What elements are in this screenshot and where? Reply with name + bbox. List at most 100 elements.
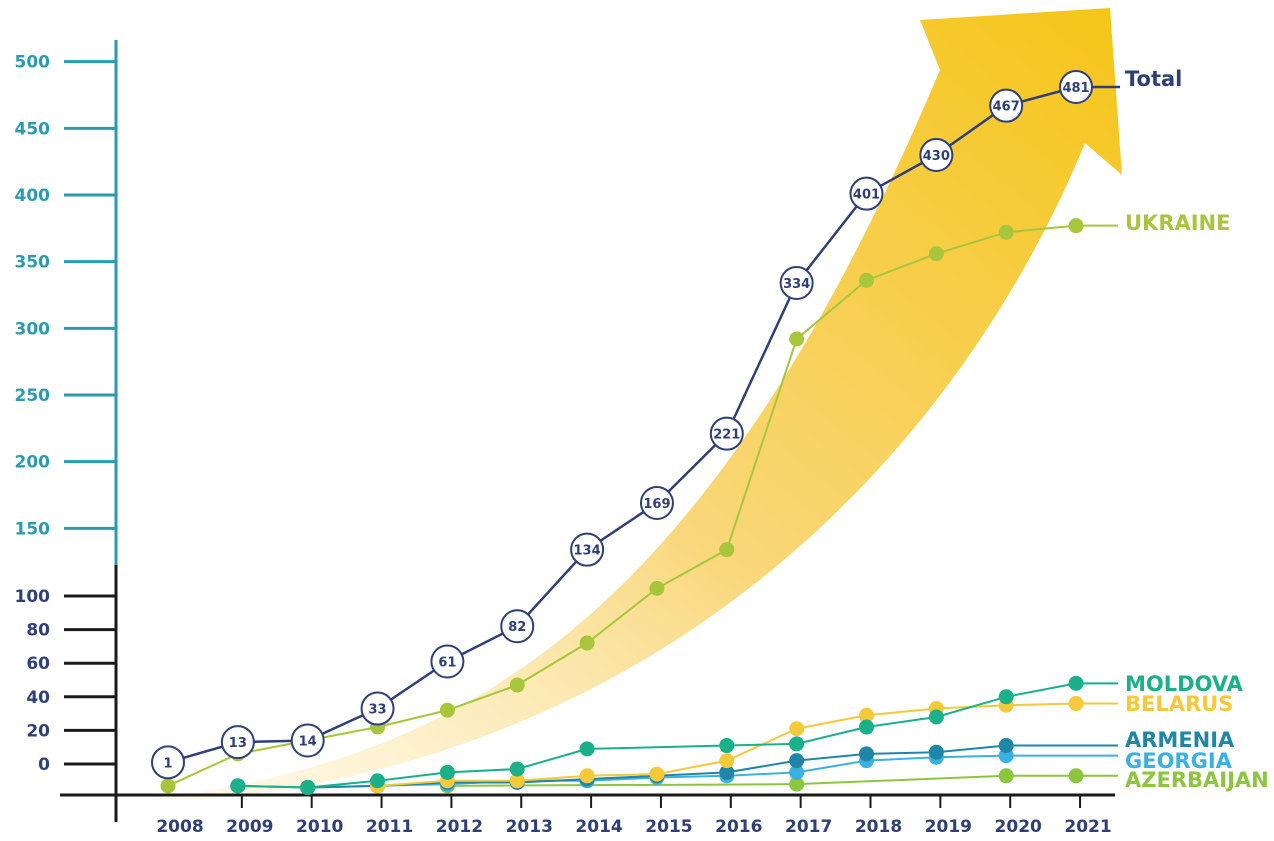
data-point-total bbox=[430, 644, 465, 679]
x-tick-label: 2010 bbox=[296, 817, 343, 837]
data-point-belarus bbox=[579, 768, 595, 784]
data-point-moldova bbox=[998, 689, 1014, 705]
data-point-belarus bbox=[859, 707, 874, 723]
data-label-total: 13 bbox=[229, 736, 247, 751]
series-name-ukraine: UKRAINE bbox=[1125, 211, 1230, 235]
data-point-moldova bbox=[509, 761, 525, 777]
y-tick-label: 400 bbox=[15, 186, 51, 206]
data-point-moldova bbox=[859, 719, 874, 735]
x-tick-label: 2016 bbox=[715, 817, 762, 837]
data-point-belarus bbox=[1068, 696, 1084, 712]
series-name-total: Total bbox=[1125, 67, 1182, 91]
data-point-armenia bbox=[719, 764, 735, 780]
data-point-georgia bbox=[789, 764, 805, 780]
data-label-total: 334 bbox=[783, 277, 810, 292]
y-tick-label: 60 bbox=[26, 654, 50, 674]
x-tick-label: 2019 bbox=[925, 817, 972, 837]
data-point-ukraine bbox=[789, 331, 805, 347]
data-point-total bbox=[849, 176, 884, 211]
y-tick-label: 200 bbox=[15, 453, 51, 473]
data-point-total bbox=[779, 266, 814, 301]
x-tick-label: 2013 bbox=[506, 817, 553, 837]
data-point-armenia bbox=[928, 744, 944, 760]
data-point-ukraine bbox=[859, 272, 874, 288]
data-point-total bbox=[989, 88, 1024, 123]
y-tick-label: 100 bbox=[15, 587, 51, 607]
x-tick-label: 2009 bbox=[226, 817, 273, 837]
data-point-ukraine bbox=[719, 542, 735, 558]
series-name-moldova: MOLDOVA bbox=[1125, 672, 1244, 696]
data-point-total bbox=[220, 725, 255, 760]
data-label-total: 1 bbox=[163, 756, 172, 771]
data-point-azerbaijan bbox=[789, 776, 805, 792]
data-point-azerbaijan bbox=[998, 768, 1014, 784]
x-tick-label: 2012 bbox=[436, 817, 483, 837]
data-label-total: 467 bbox=[993, 100, 1020, 115]
y-tick-label: 300 bbox=[15, 319, 51, 339]
y-tick-label: 150 bbox=[15, 519, 51, 539]
data-point-armenia bbox=[998, 738, 1014, 754]
data-point-total bbox=[709, 416, 744, 451]
data-point-ukraine bbox=[160, 778, 176, 794]
data-point-ukraine bbox=[998, 224, 1014, 240]
data-point-moldova bbox=[928, 709, 944, 725]
data-point-belarus bbox=[649, 766, 665, 782]
data-point-ukraine bbox=[579, 635, 595, 651]
data-point-armenia bbox=[859, 746, 874, 762]
data-point-ukraine bbox=[1068, 218, 1084, 234]
data-point-azerbaijan bbox=[1068, 768, 1084, 784]
data-label-total: 33 bbox=[369, 703, 387, 718]
data-label-total: 134 bbox=[574, 544, 601, 559]
x-tick-label: 2018 bbox=[855, 817, 902, 837]
data-point-moldova bbox=[230, 778, 246, 794]
trend-arrow bbox=[150, 8, 1122, 800]
data-label-total: 481 bbox=[1062, 81, 1089, 96]
data-point-ukraine bbox=[509, 677, 525, 693]
data-point-total bbox=[500, 609, 535, 644]
data-label-total: 221 bbox=[713, 428, 740, 443]
x-tick-label: 2017 bbox=[785, 817, 832, 837]
x-tick-label: 2011 bbox=[366, 817, 413, 837]
x-tick-label: 2021 bbox=[1064, 817, 1111, 837]
x-tick-label: 2008 bbox=[156, 817, 203, 837]
x-ticks: 2008 2009 2010 2011 2012 2013 2014 2015 2016 2017… bbox=[156, 795, 1112, 837]
data-point-total bbox=[151, 745, 185, 780]
series-name-azerbaijan: AZERBAIJAN bbox=[1125, 768, 1269, 792]
y-tick-label: 20 bbox=[26, 721, 50, 741]
data-point-belarus bbox=[789, 721, 805, 737]
data-point-moldova bbox=[579, 741, 595, 757]
data-point-belarus bbox=[719, 753, 735, 769]
x-tick-label: 2015 bbox=[645, 817, 692, 837]
series-name-belarus: BELARUS bbox=[1125, 692, 1233, 716]
series-line-georgia bbox=[307, 754, 1118, 789]
data-point-ukraine bbox=[439, 702, 455, 718]
data-label-total: 169 bbox=[643, 497, 670, 512]
y-tick-label: 40 bbox=[26, 688, 50, 708]
data-point-total bbox=[360, 691, 395, 726]
data-point-ukraine bbox=[649, 580, 665, 596]
data-point-total bbox=[290, 723, 325, 758]
data-point-moldova bbox=[439, 764, 455, 780]
y-tick-label: 450 bbox=[15, 119, 51, 139]
data-label-total: 14 bbox=[299, 734, 317, 749]
y-tick-label: 500 bbox=[15, 53, 51, 73]
series-name-armenia: ARMENIA bbox=[1125, 728, 1235, 752]
data-point-belarus bbox=[509, 773, 525, 789]
data-point-ukraine bbox=[928, 246, 944, 262]
total-layer: 1 13 14 33 61 82 134 169 221 334 401 430 467 481 bbox=[151, 70, 1120, 780]
y-tick-label: 350 bbox=[15, 253, 51, 273]
data-label-total: 430 bbox=[923, 149, 950, 164]
data-label-total: 61 bbox=[438, 656, 456, 671]
data-point-moldova bbox=[300, 780, 316, 796]
data-point-moldova bbox=[1068, 675, 1084, 691]
x-tick-label: 2020 bbox=[995, 817, 1042, 837]
data-label-total: 82 bbox=[508, 620, 526, 635]
data-point-total bbox=[639, 486, 674, 521]
x-tick-label: 2014 bbox=[575, 817, 622, 837]
data-point-moldova bbox=[719, 738, 735, 754]
y-tick-label: 80 bbox=[26, 621, 50, 641]
y-tick-label: 250 bbox=[15, 386, 51, 406]
